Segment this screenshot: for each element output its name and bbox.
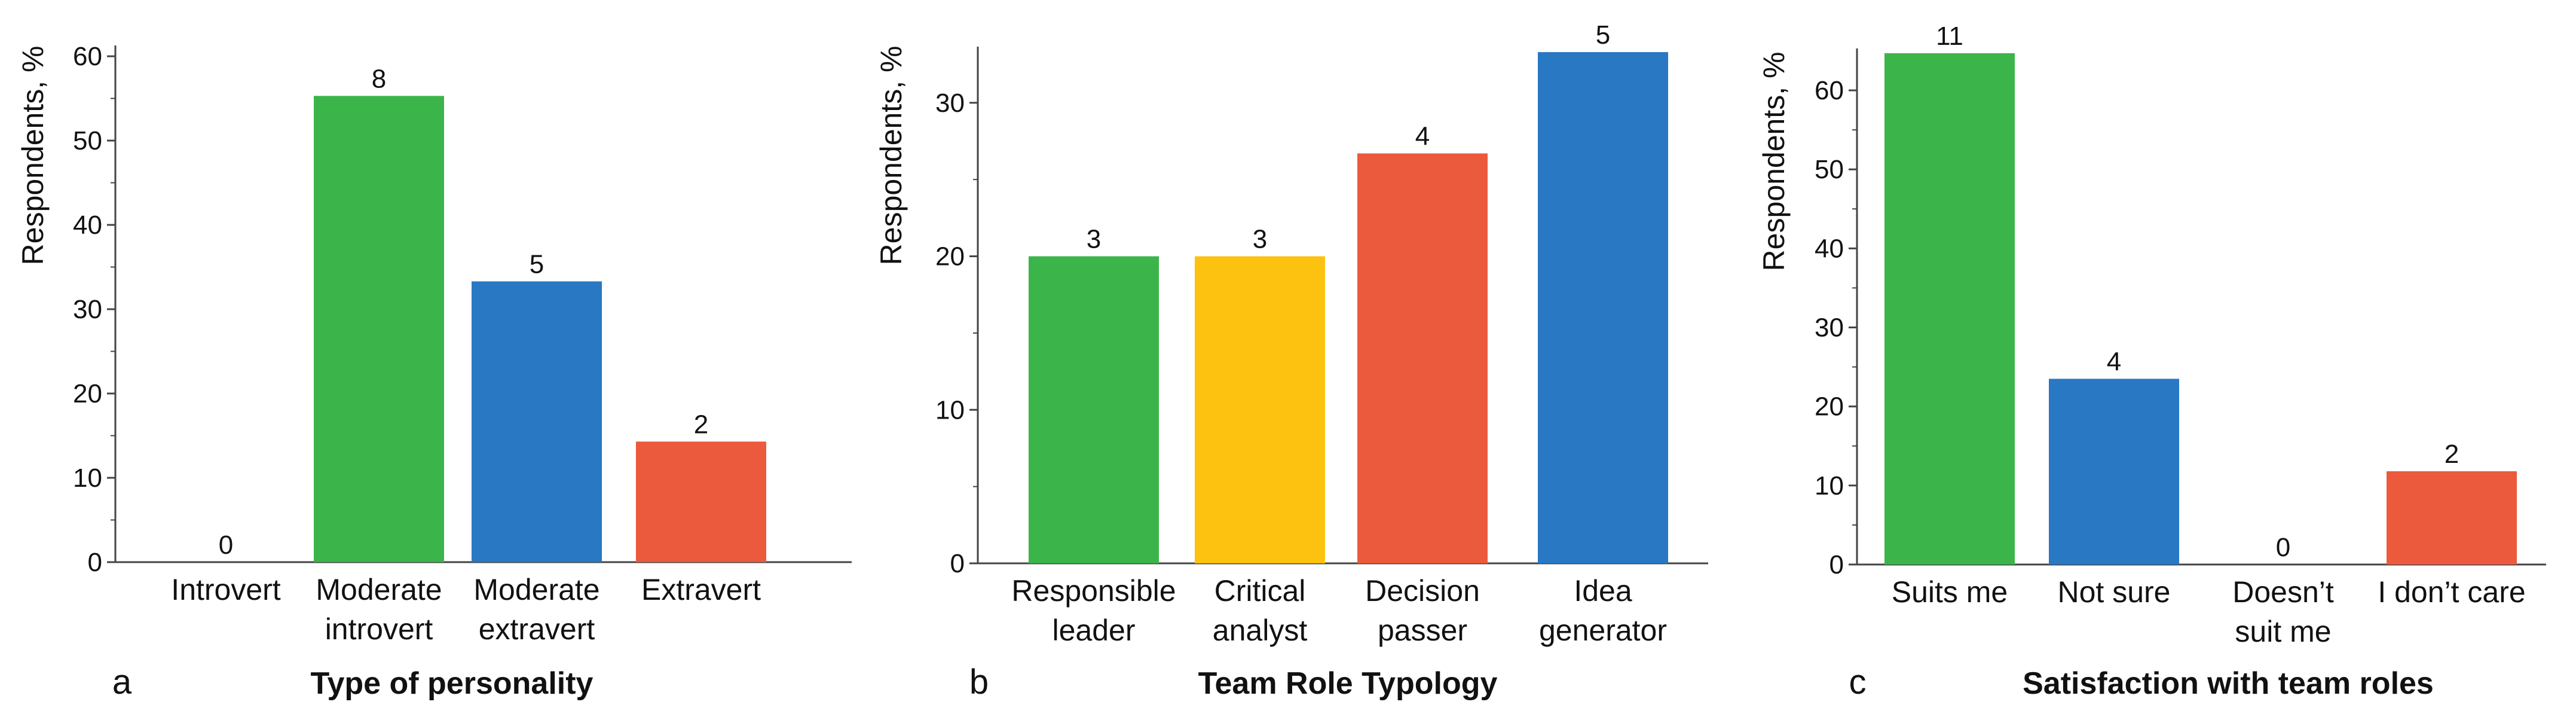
data-label: 5 xyxy=(530,250,544,279)
y-tick-label: 20 xyxy=(1815,392,1844,422)
bar xyxy=(1357,153,1488,564)
y-axis-title: Respondents, % xyxy=(874,46,908,266)
category-label: Not sure xyxy=(2058,575,2171,609)
category-label: Responsible xyxy=(1011,574,1176,608)
bar xyxy=(472,281,602,562)
data-label: 2 xyxy=(694,410,708,439)
category-label: Introvert xyxy=(171,573,281,606)
panel-title: Type of personality xyxy=(311,666,593,701)
y-axis-title: Respondents, % xyxy=(16,46,50,266)
category-label: Moderate xyxy=(316,573,442,606)
bar xyxy=(314,96,444,562)
y-axis-title: Respondents, % xyxy=(1757,52,1791,271)
data-label: 2 xyxy=(2445,440,2459,469)
category-label: Moderate xyxy=(473,573,599,606)
category-label: leader xyxy=(1053,614,1136,647)
y-tick-label: 40 xyxy=(73,210,102,240)
bar xyxy=(636,441,766,562)
data-label: 3 xyxy=(1253,225,1267,254)
y-tick-label: 60 xyxy=(1815,76,1844,105)
y-tick-label: 30 xyxy=(935,89,965,118)
category-label: introvert xyxy=(325,612,433,646)
panel-letter: c xyxy=(1849,663,1867,701)
bar xyxy=(2049,379,2179,565)
y-tick-label: 30 xyxy=(73,295,102,324)
y-tick-label: 0 xyxy=(1829,550,1844,579)
category-label: passer xyxy=(1378,614,1467,647)
y-tick-label: 60 xyxy=(73,42,102,71)
data-label: 0 xyxy=(2276,533,2290,562)
y-tick-label: 10 xyxy=(1815,471,1844,501)
bar xyxy=(1538,52,1668,563)
category-label: analyst xyxy=(1213,614,1308,647)
y-tick-label: 0 xyxy=(88,548,102,577)
chart-panel-b: 0 10 20 30 3 Responsible leader 3 Critical analys… xyxy=(874,20,1708,701)
category-label: I don’t care xyxy=(2378,575,2525,609)
y-tick-label: 10 xyxy=(935,395,965,425)
category-label: suit me xyxy=(2235,615,2331,648)
y-tick-label: 20 xyxy=(73,379,102,408)
panel-letter: a xyxy=(112,663,132,701)
bar xyxy=(1195,256,1325,564)
category-label: Decision xyxy=(1365,574,1480,608)
category-label: Doesn’t xyxy=(2232,575,2334,609)
category-label: Suits me xyxy=(1892,575,2008,609)
data-label: 4 xyxy=(1415,122,1430,151)
panel-title: Team Role Typology xyxy=(1198,666,1498,701)
data-label: 11 xyxy=(1936,22,1963,51)
category-label: Extravert xyxy=(641,573,761,606)
category-label: Critical xyxy=(1214,574,1306,608)
y-tick-label: 30 xyxy=(1815,313,1844,343)
category-label: Idea xyxy=(1574,574,1632,608)
data-label: 8 xyxy=(372,64,386,93)
category-label: extravert xyxy=(479,612,595,646)
y-tick-label: 50 xyxy=(73,126,102,155)
y-tick-label: 10 xyxy=(73,463,102,493)
chart-panel-c: 0 10 20 30 40 50 60 11 Suits me 4 Not sure 0 Doesn’t… xyxy=(1757,22,2546,701)
y-tick-label: 40 xyxy=(1815,234,1844,263)
y-tick-label: 50 xyxy=(1815,155,1844,184)
data-label: 4 xyxy=(2107,347,2121,376)
y-tick-label: 20 xyxy=(935,242,965,271)
data-label: 0 xyxy=(219,530,233,560)
category-label: generator xyxy=(1539,614,1667,647)
chart-panel-a: 0 10 20 30 40 50 60 0 Introvert 8 Moderate introver… xyxy=(16,42,852,701)
bar xyxy=(1029,256,1159,564)
y-tick-label: 0 xyxy=(950,549,965,578)
data-label: 5 xyxy=(1596,20,1610,50)
bar xyxy=(2387,471,2517,565)
panel-letter: b xyxy=(969,663,989,701)
data-label: 3 xyxy=(1087,225,1101,254)
panel-title: Satisfaction with team roles xyxy=(2023,666,2434,701)
bar xyxy=(1884,53,2015,565)
